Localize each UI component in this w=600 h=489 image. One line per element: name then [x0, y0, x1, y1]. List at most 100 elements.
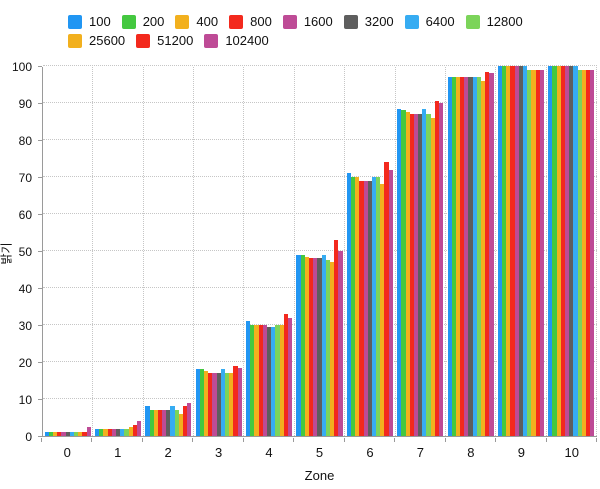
bar-200-zone-6 [350, 177, 356, 436]
bar-51200-zone-10 [585, 69, 591, 436]
bar-6400-zone-8 [472, 77, 477, 436]
bar-102400-zone-8 [489, 73, 494, 436]
y-tick-label-90: 90 [18, 97, 32, 111]
bar-102400-zone-10 [590, 69, 595, 436]
bar-25600-zone-8 [481, 80, 486, 436]
y-tick-mark [38, 288, 42, 289]
y-tick-mark [38, 177, 42, 178]
bar-400-zone-0 [53, 432, 58, 436]
legend-swatch-icon [404, 14, 419, 29]
bar-800-zone-10 [560, 66, 565, 436]
bar-400-zone-7 [405, 112, 410, 436]
x-tick-mark [242, 438, 244, 442]
bar-102400-zone-5 [338, 251, 343, 436]
bar-group-zone-9 [496, 66, 547, 436]
x-tick-label-5: 5 [315, 445, 324, 460]
x-tick-label-7: 7 [416, 445, 425, 460]
legend-swatch-icon [282, 14, 297, 29]
legend-label: 6400 [425, 14, 455, 29]
bar-200-zone-7 [401, 110, 406, 436]
bar-51200-zone-2 [183, 406, 188, 436]
bar-102400-zone-9 [539, 69, 544, 436]
legend-label: 12800 [486, 14, 523, 29]
bar-12800-zone-1 [124, 428, 129, 436]
bar-3200-zone-6 [367, 180, 372, 436]
bar-6400-zone-4 [271, 326, 276, 436]
y-tick-label-0: 0 [25, 430, 32, 444]
bar-1600-zone-3 [212, 373, 217, 436]
bar-200-zone-2 [149, 410, 154, 436]
bar-200-zone-3 [199, 369, 205, 436]
bar-group-zone-4 [244, 67, 295, 436]
bar-800-zone-5 [309, 258, 314, 436]
x-tick-mark [293, 438, 295, 442]
y-gridline-90 [43, 102, 597, 103]
bar-400-zone-8 [455, 77, 461, 436]
bar-group-zone-3 [194, 67, 245, 436]
x-tick-label-6: 6 [366, 445, 374, 460]
bar-3200-zone-8 [468, 77, 473, 436]
x-tick-label-4: 4 [265, 445, 273, 460]
legend-item-200: 200 [121, 14, 165, 29]
bar-102400-zone-4 [287, 317, 293, 436]
y-gridline-70 [43, 176, 597, 177]
bar-400-zone-6 [355, 177, 360, 436]
bar-100-zone-7 [397, 108, 402, 436]
x-tick-mark [596, 438, 597, 442]
bar-51200-zone-9 [535, 69, 540, 436]
bar-100-zone-9 [497, 66, 503, 436]
bar-group-zone-1 [93, 67, 144, 436]
bar-400-zone-3 [204, 371, 209, 436]
y-tick-label-80: 80 [18, 134, 32, 148]
bar-6400-zone-6 [371, 177, 377, 436]
x-tick-label-3: 3 [214, 445, 223, 460]
bar-100-zone-3 [195, 369, 200, 436]
bar-102400-zone-1 [136, 421, 142, 436]
bar-102400-zone-0 [86, 426, 91, 436]
bar-12800-zone-6 [376, 177, 381, 436]
x-tick-label-2: 2 [164, 445, 172, 460]
bar-200-zone-0 [48, 432, 54, 436]
y-tick-label-60: 60 [18, 208, 32, 222]
legend-item-102400: 102400 [204, 33, 269, 48]
y-tick-mark [38, 251, 42, 252]
legend-label: 400 [196, 14, 219, 29]
bar-25600-zone-1 [128, 426, 133, 436]
bar-100-zone-4 [246, 321, 251, 436]
y-tick-label-10: 10 [18, 393, 32, 407]
bar-51200-zone-4 [283, 313, 288, 436]
legend-item-25600: 25600 [68, 33, 125, 48]
y-tick-mark [38, 103, 42, 104]
bar-25600-zone-6 [380, 184, 385, 436]
bar-800-zone-8 [460, 77, 465, 436]
bar-3200-zone-2 [166, 410, 171, 436]
bar-51200-zone-3 [233, 365, 238, 436]
legend-swatch-icon [175, 14, 190, 29]
x-tick-mark [495, 438, 497, 442]
bar-400-zone-4 [254, 325, 259, 436]
bar-800-zone-9 [510, 66, 515, 436]
legend-label: 100 [89, 14, 111, 29]
legend-swatch-icon [343, 14, 358, 29]
x-tick-label-10: 10 [564, 445, 579, 460]
bar-12800-zone-5 [325, 260, 330, 436]
bar-800-zone-7 [409, 114, 414, 436]
bar-51200-zone-1 [132, 424, 137, 436]
bar-102400-zone-2 [187, 402, 192, 436]
y-tick-label-70: 70 [18, 171, 32, 185]
bar-1600-zone-9 [514, 66, 519, 436]
legend-swatch-icon [68, 14, 82, 29]
legend-label: 51200 [157, 33, 194, 48]
legend-item-12800: 12800 [465, 14, 523, 29]
bar-800-zone-2 [157, 410, 163, 436]
bar-51200-zone-5 [334, 239, 339, 436]
y-gridline-80 [43, 139, 597, 140]
legend-item-1600: 1600 [282, 14, 333, 29]
bar-3200-zone-1 [115, 428, 121, 436]
bar-6400-zone-1 [120, 428, 125, 436]
bar-3200-zone-10 [569, 66, 574, 436]
bar-400-zone-5 [304, 256, 309, 436]
legend-row: 100 200 400 800 1600 3200 6400 12800 [68, 12, 593, 31]
legend-label: 200 [142, 14, 165, 29]
bar-100-zone-10 [548, 66, 553, 436]
